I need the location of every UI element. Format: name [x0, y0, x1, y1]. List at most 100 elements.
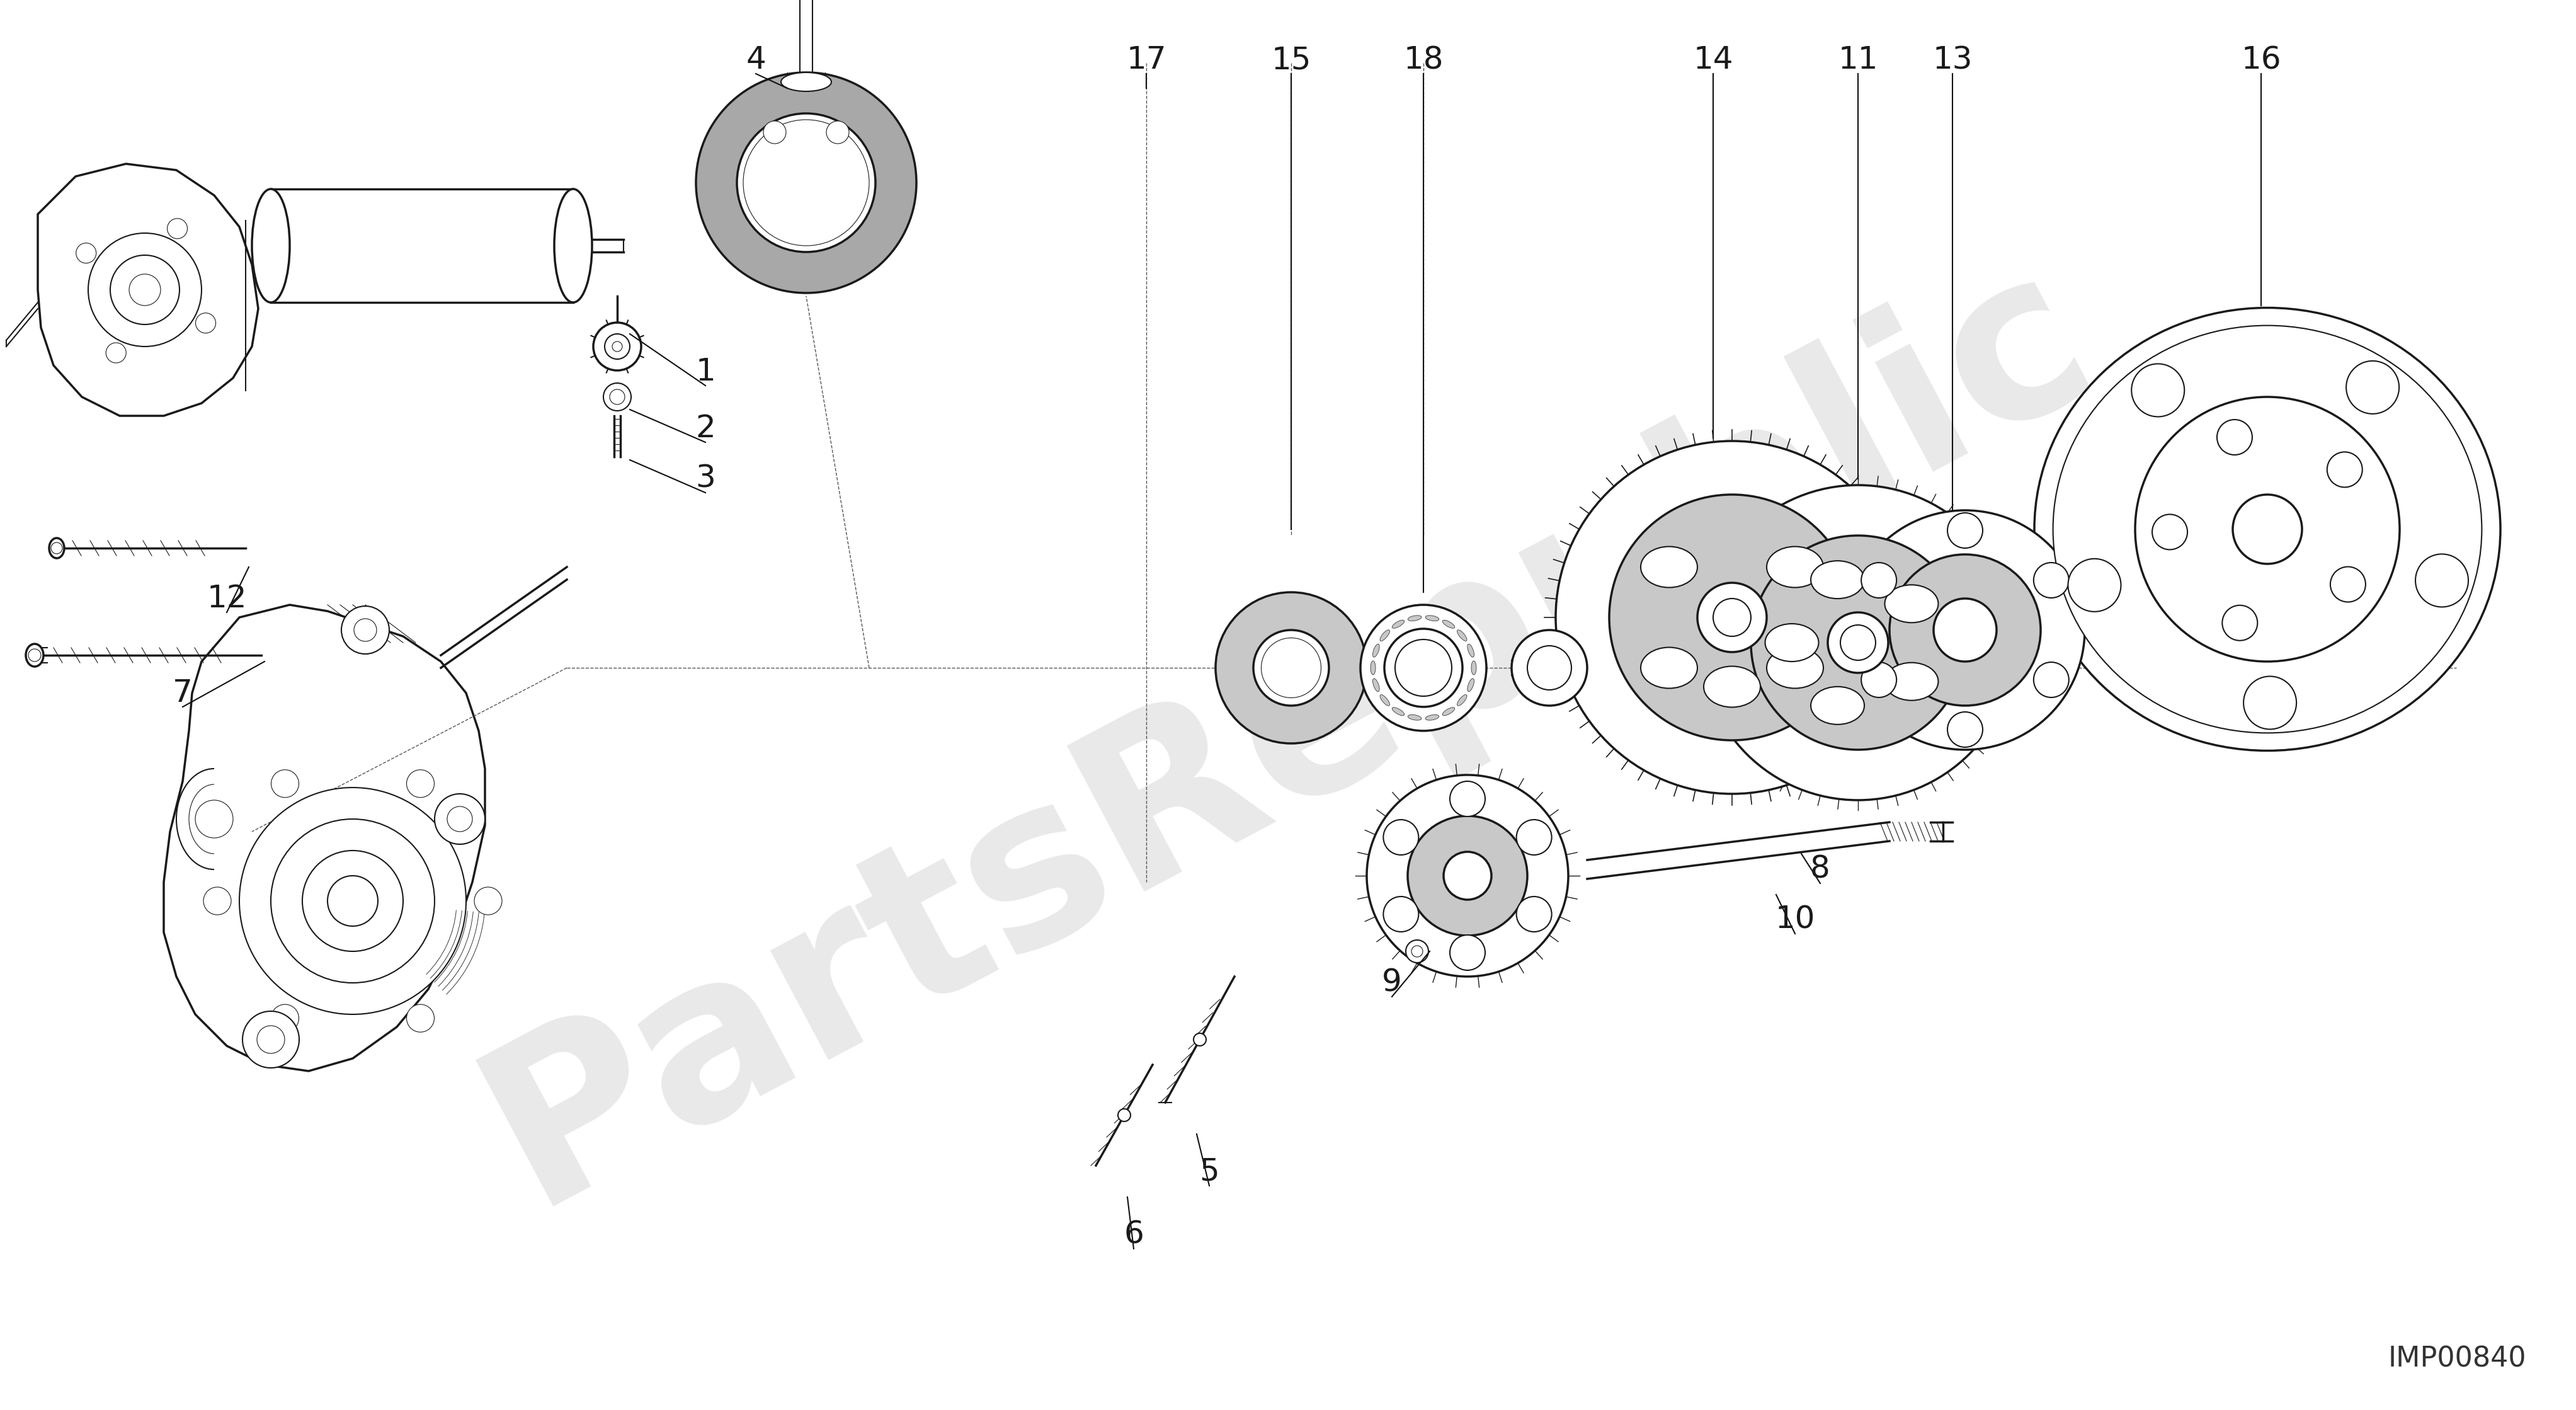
- Circle shape: [1860, 663, 1896, 698]
- Circle shape: [1888, 554, 2040, 705]
- Text: 8: 8: [1811, 854, 1829, 884]
- Circle shape: [270, 1004, 299, 1032]
- Circle shape: [106, 343, 126, 362]
- Circle shape: [1844, 510, 2084, 750]
- Ellipse shape: [252, 189, 289, 302]
- Ellipse shape: [1811, 687, 1865, 725]
- Circle shape: [204, 887, 232, 915]
- Bar: [270, 189, 572, 302]
- Circle shape: [353, 619, 376, 642]
- Ellipse shape: [1193, 1034, 1206, 1046]
- Circle shape: [1698, 582, 1767, 651]
- Circle shape: [613, 341, 623, 351]
- Circle shape: [129, 274, 160, 306]
- Ellipse shape: [1471, 661, 1476, 675]
- Ellipse shape: [1370, 661, 1376, 675]
- Circle shape: [1839, 625, 1875, 660]
- Circle shape: [1517, 897, 1551, 932]
- Ellipse shape: [26, 644, 44, 667]
- Circle shape: [2326, 453, 2362, 488]
- Circle shape: [2136, 398, 2398, 661]
- Circle shape: [258, 1025, 283, 1053]
- Circle shape: [2221, 605, 2257, 640]
- Circle shape: [2215, 420, 2251, 455]
- Text: IMP00840: IMP00840: [2388, 1345, 2524, 1372]
- Ellipse shape: [49, 539, 64, 558]
- Ellipse shape: [1406, 715, 1422, 721]
- Circle shape: [1700, 485, 2014, 799]
- Circle shape: [1450, 781, 1484, 816]
- Ellipse shape: [1641, 647, 1698, 688]
- Circle shape: [1752, 536, 1965, 750]
- Circle shape: [742, 120, 868, 245]
- Circle shape: [1383, 897, 1419, 932]
- Ellipse shape: [1252, 630, 1329, 705]
- Ellipse shape: [2053, 326, 2481, 733]
- Circle shape: [196, 313, 216, 333]
- Text: 15: 15: [1270, 45, 1311, 75]
- Ellipse shape: [1811, 561, 1865, 599]
- Circle shape: [1412, 946, 1422, 957]
- Circle shape: [1713, 598, 1752, 636]
- Ellipse shape: [1468, 644, 1473, 657]
- Ellipse shape: [1765, 623, 1819, 661]
- Ellipse shape: [1216, 592, 1365, 743]
- Circle shape: [1556, 441, 1909, 794]
- Circle shape: [448, 807, 471, 832]
- Ellipse shape: [1118, 1108, 1131, 1121]
- Circle shape: [827, 121, 850, 144]
- Circle shape: [407, 770, 435, 798]
- Circle shape: [1443, 852, 1492, 900]
- Circle shape: [77, 243, 95, 264]
- Circle shape: [1512, 630, 1587, 705]
- Text: PartsRepublic: PartsRepublic: [451, 219, 2125, 1248]
- Circle shape: [2130, 364, 2184, 417]
- Circle shape: [240, 788, 466, 1014]
- Circle shape: [737, 113, 876, 252]
- Ellipse shape: [1767, 547, 1824, 588]
- Circle shape: [52, 543, 62, 554]
- Ellipse shape: [1883, 663, 1937, 701]
- Ellipse shape: [554, 189, 592, 302]
- Circle shape: [270, 770, 299, 798]
- Circle shape: [1860, 563, 1896, 598]
- Circle shape: [2233, 495, 2300, 564]
- Ellipse shape: [1458, 695, 1466, 706]
- Text: 9: 9: [1381, 967, 1401, 998]
- Ellipse shape: [781, 72, 832, 92]
- Text: 1: 1: [696, 357, 716, 386]
- Circle shape: [1406, 816, 1528, 936]
- Ellipse shape: [1767, 647, 1824, 688]
- Circle shape: [1517, 819, 1551, 854]
- Circle shape: [1826, 612, 1888, 673]
- Circle shape: [2244, 677, 2295, 729]
- Circle shape: [696, 72, 917, 293]
- Text: 7: 7: [173, 678, 193, 708]
- Circle shape: [88, 233, 201, 347]
- Circle shape: [1383, 819, 1419, 854]
- Ellipse shape: [1373, 644, 1378, 657]
- Ellipse shape: [1260, 637, 1321, 698]
- Circle shape: [2032, 563, 2069, 598]
- Circle shape: [474, 887, 502, 915]
- Circle shape: [196, 799, 232, 838]
- Text: 4: 4: [744, 45, 765, 75]
- Ellipse shape: [1381, 630, 1388, 642]
- Circle shape: [1932, 598, 1996, 661]
- Ellipse shape: [1468, 678, 1473, 692]
- Circle shape: [2347, 361, 2398, 413]
- Circle shape: [1383, 629, 1463, 706]
- Circle shape: [1450, 935, 1484, 970]
- Text: 13: 13: [1932, 45, 1973, 75]
- Text: 10: 10: [1775, 905, 1814, 935]
- Circle shape: [762, 121, 786, 144]
- Circle shape: [2414, 554, 2468, 606]
- Text: 12: 12: [206, 584, 247, 613]
- Text: 18: 18: [1404, 45, 1443, 75]
- Circle shape: [611, 389, 623, 405]
- Text: 11: 11: [1837, 45, 1878, 75]
- Polygon shape: [39, 164, 258, 416]
- Polygon shape: [165, 605, 484, 1072]
- Ellipse shape: [1391, 708, 1404, 715]
- Text: 2: 2: [696, 413, 716, 444]
